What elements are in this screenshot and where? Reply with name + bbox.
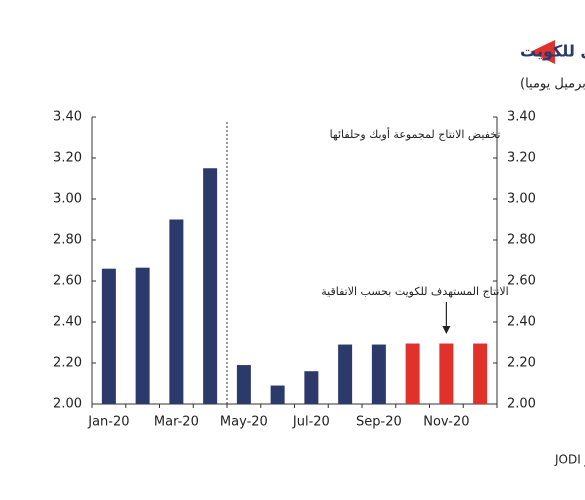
bar	[135, 267, 150, 404]
y-tick-label: 2.00	[53, 397, 82, 412]
y2-tick-label: 3.40	[507, 110, 536, 125]
annotation: الانتاج المستهدف للكويت بحسب الاتفاقية	[321, 285, 508, 298]
y2-tick-label: 2.40	[507, 315, 536, 330]
y2-tick-label: 2.80	[507, 233, 536, 248]
bar	[439, 343, 454, 404]
y-tick-label: 3.20	[53, 151, 82, 166]
bar	[304, 371, 319, 404]
x-tick-label: Nov-20	[423, 415, 469, 430]
bar	[236, 365, 251, 404]
y-tick-label: 2.60	[53, 274, 82, 289]
bar	[101, 268, 116, 404]
bar	[371, 344, 386, 404]
chart-title: الإنتاج النفطي للكويت	[520, 42, 585, 62]
bar	[169, 219, 184, 404]
x-tick-label: May-20	[220, 415, 268, 430]
y2-tick-label: 2.60	[507, 274, 536, 289]
bar	[270, 385, 285, 404]
bar	[203, 168, 218, 404]
chart-subtitle: (مليون برميل يوميا)	[520, 77, 585, 92]
x-tick-label: Mar-20	[154, 415, 199, 430]
y2-tick-label: 2.20	[507, 356, 536, 371]
y2-tick-label: 2.00	[507, 397, 536, 412]
y-tick-label: 2.40	[53, 315, 82, 330]
x-tick-label: Jul-20	[292, 415, 330, 430]
y2-tick-label: 3.20	[507, 151, 536, 166]
y-tick-label: 3.00	[53, 192, 82, 207]
y-tick-label: 2.20	[53, 356, 82, 371]
x-tick-label: Sep-20	[356, 415, 402, 430]
arrowhead	[442, 326, 451, 334]
source: المصدر :منظمة الدول المصدرة للنفط و JODI	[554, 453, 585, 468]
y2-tick-label: 3.00	[507, 192, 536, 207]
bar	[473, 343, 488, 404]
x-tick-label: Jan-20	[87, 415, 129, 430]
bar	[338, 344, 353, 404]
y-tick-label: 2.80	[53, 233, 82, 248]
bar	[405, 343, 420, 404]
y-tick-label: 3.40	[53, 110, 82, 125]
title-marker	[530, 40, 555, 64]
annotation: تخفيض الانتاج لمجموعة أوبك وحلفائها	[330, 127, 501, 141]
